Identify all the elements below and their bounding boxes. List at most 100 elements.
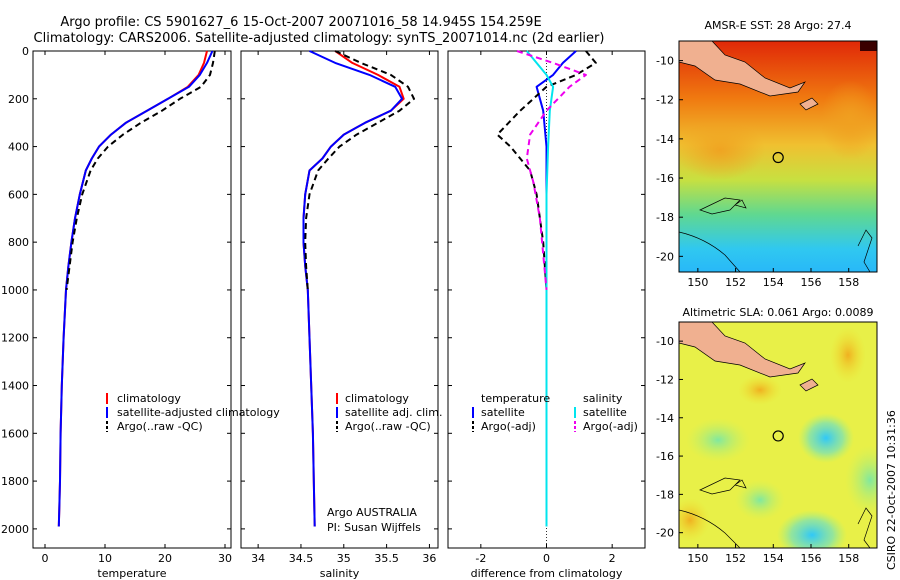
legend-header-salinity: salinity <box>583 392 623 405</box>
map-x-tick-label: 150 <box>687 552 708 565</box>
sst-coast-aus <box>679 231 741 272</box>
x-tick-label: 34 <box>251 552 265 565</box>
sst-warm-patch <box>820 80 877 160</box>
sst-corner-land <box>860 41 877 51</box>
series-line-climatology <box>57 50 208 527</box>
sla-map: Altimetric SLA: 0.061 Argo: 0.0089 150 15… <box>656 306 878 565</box>
series-line-salinity-argo-adj- <box>516 50 587 290</box>
x-tick-label: -2 <box>475 552 486 565</box>
map-x-tick-label: 154 <box>763 276 784 289</box>
map-y-tick-label: -10 <box>656 55 674 68</box>
pi-name-label: PI: Susan Wijffels <box>327 521 421 534</box>
series-line-salinity-satellite <box>526 50 555 527</box>
x-tick-label: 30 <box>218 552 232 565</box>
y-tick-label: 600 <box>8 188 29 201</box>
sst-map-axes: 150 152 154 156 158 -10 -12 -14 -16 -18 -20 <box>656 55 859 289</box>
legend-label-climatology: climatology <box>345 392 409 405</box>
map-y-tick-label: -12 <box>656 94 674 107</box>
sla-map-axes: 150 152 154 156 158 -10 -12 -14 -16 -18 -20 <box>656 335 859 565</box>
map-x-tick-label: 152 <box>725 552 746 565</box>
y-tick-label: 800 <box>8 236 29 249</box>
map-x-tick-label: 156 <box>801 552 822 565</box>
sst-land-islands <box>799 97 819 111</box>
sla-low-patch <box>686 418 750 462</box>
map-y-tick-label: -18 <box>656 211 674 224</box>
map-x-tick-label: 158 <box>838 552 859 565</box>
map-y-tick-label: -16 <box>656 172 674 185</box>
map-y-tick-label: -20 <box>656 527 674 540</box>
difference-panel: -2 0 2 difference from climatology <box>447 50 646 580</box>
legend-label-climatology: climatology <box>117 392 181 405</box>
legend-label-temp-argo: Argo(-adj) <box>481 420 536 433</box>
map-x-tick-label: 156 <box>801 276 822 289</box>
legend-label-satellite: satellite adj. clim. <box>345 406 442 419</box>
x-tick-label: 36 <box>422 552 436 565</box>
sst-warm-patch <box>679 120 765 180</box>
map-x-tick-label: 150 <box>687 276 708 289</box>
sla-low-patch <box>845 445 877 515</box>
y-tick-label: 1400 <box>1 380 29 393</box>
x-axis-label: salinity <box>320 567 360 580</box>
sla-map-title: Altimetric SLA: 0.061 Argo: 0.0089 <box>682 306 873 319</box>
x-tick-label: 35 <box>337 552 351 565</box>
legend-label-temp-satellite: satellite <box>481 406 525 419</box>
figure-title-line2: Climatology: CARS2006. Satellite-adjuste… <box>34 31 605 46</box>
sla-high-patch <box>830 327 866 383</box>
map-y-tick-label: -12 <box>656 373 674 386</box>
figure-title-line1: Argo profile: CS 5901627_6 15-Oct-2007 2… <box>60 15 541 30</box>
plot-frame <box>32 50 232 549</box>
x-tick-label: 2 <box>609 552 616 565</box>
map-x-tick-label: 158 <box>838 276 859 289</box>
plot-frame <box>240 50 439 549</box>
sla-high-patch <box>679 498 710 542</box>
y-tick-label: 0 <box>22 45 29 58</box>
sst-coast-ne <box>857 229 873 272</box>
temperature-panel: 0 10 20 30 0 200 400 600 800 1000 1200 1400 1600 1800… <box>1 45 232 580</box>
x-tick-label: 20 <box>158 552 172 565</box>
x-tick-label: 0 <box>42 552 49 565</box>
x-tick-label: 34.5 <box>289 552 314 565</box>
x-tick-label: 35.5 <box>374 552 399 565</box>
series-line-argo-raw-qc- <box>304 50 415 290</box>
sla-land-islands <box>799 378 819 392</box>
sla-low-patch <box>798 413 854 463</box>
map-y-tick-label: -20 <box>656 250 674 263</box>
sla-map-frame <box>678 321 878 549</box>
map-x-tick-label: 152 <box>725 276 746 289</box>
legend-label-sal-argo: Argo(-adj) <box>583 420 638 433</box>
difference-legend: temperature salinity satellite Argo(-adj… <box>472 392 638 433</box>
sla-land-png <box>679 322 806 378</box>
y-tick-label: 2000 <box>1 523 29 536</box>
salinity-panel: 34 34.5 35 35.5 36 salinity <box>240 50 439 580</box>
legend-label-sal-satellite: satellite <box>583 406 627 419</box>
y-tick-label: 1800 <box>1 475 29 488</box>
legend-label-satellite: satellite-adjusted climatology <box>117 406 280 419</box>
series-line-climatology <box>302 50 405 527</box>
salinity-legend: climatology satellite adj. clim. Argo(..… <box>327 392 442 534</box>
sla-low-patch <box>735 480 785 520</box>
sla-land-reef <box>699 477 747 495</box>
map-y-tick-label: -10 <box>656 335 674 348</box>
map-y-tick-label: -14 <box>656 412 674 425</box>
sla-high-patch <box>738 375 782 405</box>
sla-profile-marker <box>772 430 784 442</box>
map-x-tick-label: 154 <box>763 552 784 565</box>
series-line-satellite-adjusted-climatology <box>57 50 214 527</box>
argo-australia-label: Argo AUSTRALIA <box>327 506 417 519</box>
map-y-tick-label: -18 <box>656 488 674 501</box>
y-tick-label: 400 <box>8 141 29 154</box>
legend-label-argo: Argo(..raw -QC) <box>117 420 203 433</box>
y-tick-label: 1200 <box>1 332 29 345</box>
y-tick-label: 200 <box>8 93 29 106</box>
sst-profile-marker <box>772 151 784 164</box>
sla-coast-ne <box>857 507 873 548</box>
sst-map: AMSR-E SST: 28 Argo: 27.4 150 152 154 156 15… <box>656 19 878 289</box>
sst-map-frame <box>678 40 878 273</box>
x-axis-label: difference from climatology <box>471 567 623 580</box>
legend-label-argo: Argo(..raw -QC) <box>345 420 431 433</box>
map-y-tick-label: -16 <box>656 450 674 463</box>
series-line-argo-raw-qc- <box>65 50 216 291</box>
sst-map-title: AMSR-E SST: 28 Argo: 27.4 <box>704 19 851 32</box>
x-tick-label: 10 <box>98 552 112 565</box>
